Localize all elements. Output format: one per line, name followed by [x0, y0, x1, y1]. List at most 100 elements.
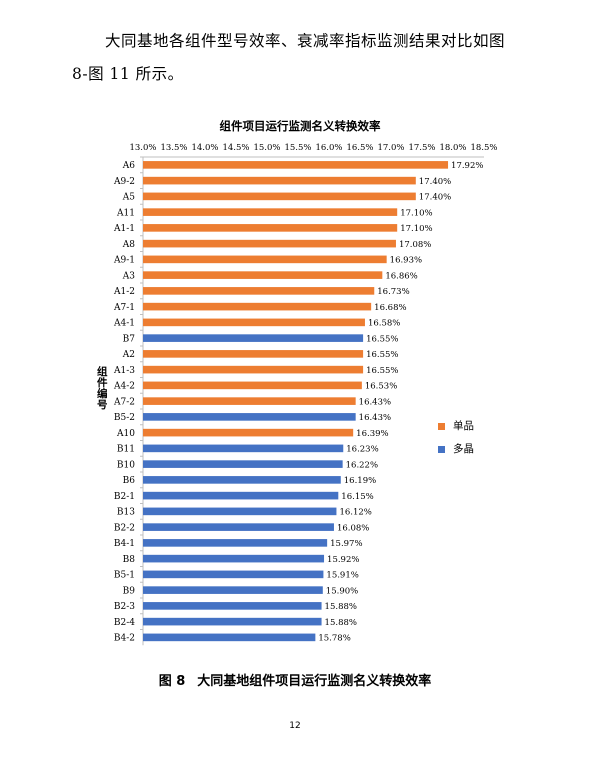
bar: [143, 287, 375, 295]
x-tick-label: 15.0%: [253, 143, 280, 153]
category-label: B2-4: [114, 618, 135, 628]
data-label: 16.22%: [346, 460, 378, 470]
data-label: 16.58%: [368, 319, 400, 329]
bar: [143, 586, 323, 594]
x-tick-label: 13.0%: [129, 143, 156, 153]
bar: [143, 334, 364, 342]
category-label: A4-2: [113, 382, 135, 392]
legend-swatch-single: [438, 422, 445, 430]
bar: [143, 350, 364, 358]
legend-item-single: 单品: [438, 418, 474, 433]
data-label: 15.88%: [325, 602, 357, 612]
bar-chart: 13.0% 13.5% 14.0% 14.5% 15.0% 15.5% 16.0% 16.5%…: [113, 143, 498, 646]
data-label: 17.40%: [419, 177, 451, 187]
bar: [143, 570, 324, 579]
category-label: B2-3: [114, 602, 135, 612]
data-label: 16.43%: [359, 413, 391, 423]
x-tick-label: 18.0%: [439, 143, 466, 153]
category-label: B10: [117, 460, 135, 470]
data-label: 15.97%: [330, 539, 362, 549]
category-label: A9-1: [113, 256, 135, 266]
data-label: 16.86%: [385, 271, 417, 281]
data-label: 15.91%: [326, 571, 358, 581]
figure-caption: 图 8 大同基地组件项目运行监测名义转换效率: [0, 670, 590, 689]
x-tick-label: 18.5%: [470, 143, 497, 153]
bar: [143, 413, 356, 421]
x-tick-label: 14.5%: [222, 143, 249, 153]
data-label: 17.10%: [400, 208, 432, 218]
bar: [143, 602, 322, 610]
data-label: 16.19%: [344, 476, 376, 486]
data-label: 16.08%: [337, 523, 369, 533]
category-label: A2: [122, 350, 135, 360]
data-label: 15.90%: [326, 586, 358, 596]
figure-number: 图 8: [158, 674, 186, 689]
bar: [143, 460, 343, 468]
bar: [143, 444, 344, 453]
data-label: 16.23%: [346, 445, 378, 455]
bar: [143, 302, 372, 311]
bar: [143, 318, 365, 327]
category-label: A6: [122, 161, 135, 171]
data-label: 16.55%: [366, 366, 398, 376]
bar: [143, 176, 416, 185]
legend-item-multi: 多晶: [438, 441, 474, 456]
page-number: 12: [289, 721, 301, 731]
legend-swatch-multi: [438, 445, 445, 453]
legend-label-multi: 多晶: [453, 443, 474, 455]
category-label: B5-2: [114, 413, 135, 423]
x-tick-label: 16.0%: [315, 143, 342, 153]
category-label: A1-2: [113, 287, 135, 297]
data-label: 16.93%: [390, 256, 422, 266]
bar: [143, 224, 398, 232]
data-label: 17.10%: [400, 224, 432, 234]
bar: [143, 192, 416, 201]
category-label: B11: [117, 445, 135, 455]
data-label: 17.40%: [419, 193, 451, 203]
category-label: A8: [122, 240, 135, 250]
category-label: B13: [117, 508, 135, 518]
data-label: 16.15%: [341, 492, 373, 502]
bar: [143, 491, 339, 500]
data-label: 16.55%: [366, 334, 398, 344]
x-tick-label: 14.0%: [191, 143, 218, 153]
data-label: 16.43%: [359, 397, 391, 407]
data-label: 15.78%: [318, 634, 350, 644]
bar: [143, 633, 316, 642]
category-label: B2-2: [114, 523, 135, 533]
category-label: A5: [122, 193, 135, 203]
category-label: A3: [122, 271, 135, 281]
data-label: 16.53%: [365, 382, 397, 392]
category-label: B4-2: [114, 634, 135, 644]
x-tick-label: 16.5%: [346, 143, 373, 153]
figure-caption-text: 大同基地组件项目运行监测名义转换效率: [197, 674, 432, 689]
bar: [143, 507, 337, 516]
bar: [143, 397, 356, 405]
bar: [143, 539, 328, 547]
category-label: B2-1: [114, 492, 135, 502]
bar: [143, 381, 362, 390]
data-label: 16.68%: [374, 303, 406, 313]
x-tick-label: 13.5%: [160, 143, 187, 153]
category-label: B7: [123, 334, 136, 344]
bar: [143, 617, 322, 626]
category-label: B4-1: [114, 539, 135, 549]
category-label: A10: [116, 429, 135, 439]
category-label: A11: [116, 208, 135, 218]
bar: [143, 365, 364, 374]
chart-title: 组件项目运行监测名义转换效率: [219, 119, 381, 133]
x-tick-label: 17.0%: [377, 143, 404, 153]
category-label: B9: [123, 586, 136, 596]
category-label: A4-1: [113, 319, 135, 329]
data-label: 17.92%: [451, 161, 483, 171]
bar: [143, 255, 387, 264]
bar: [143, 239, 396, 248]
x-tick-label: 15.5%: [284, 143, 311, 153]
category-label: A7-2: [113, 397, 135, 407]
y-axis-label: 组件编号: [97, 366, 108, 411]
category-label: A9-2: [113, 177, 135, 187]
data-label: 15.88%: [325, 618, 357, 628]
bar: [143, 208, 398, 216]
data-label: 16.39%: [356, 429, 388, 439]
category-label: A7-1: [113, 303, 135, 313]
